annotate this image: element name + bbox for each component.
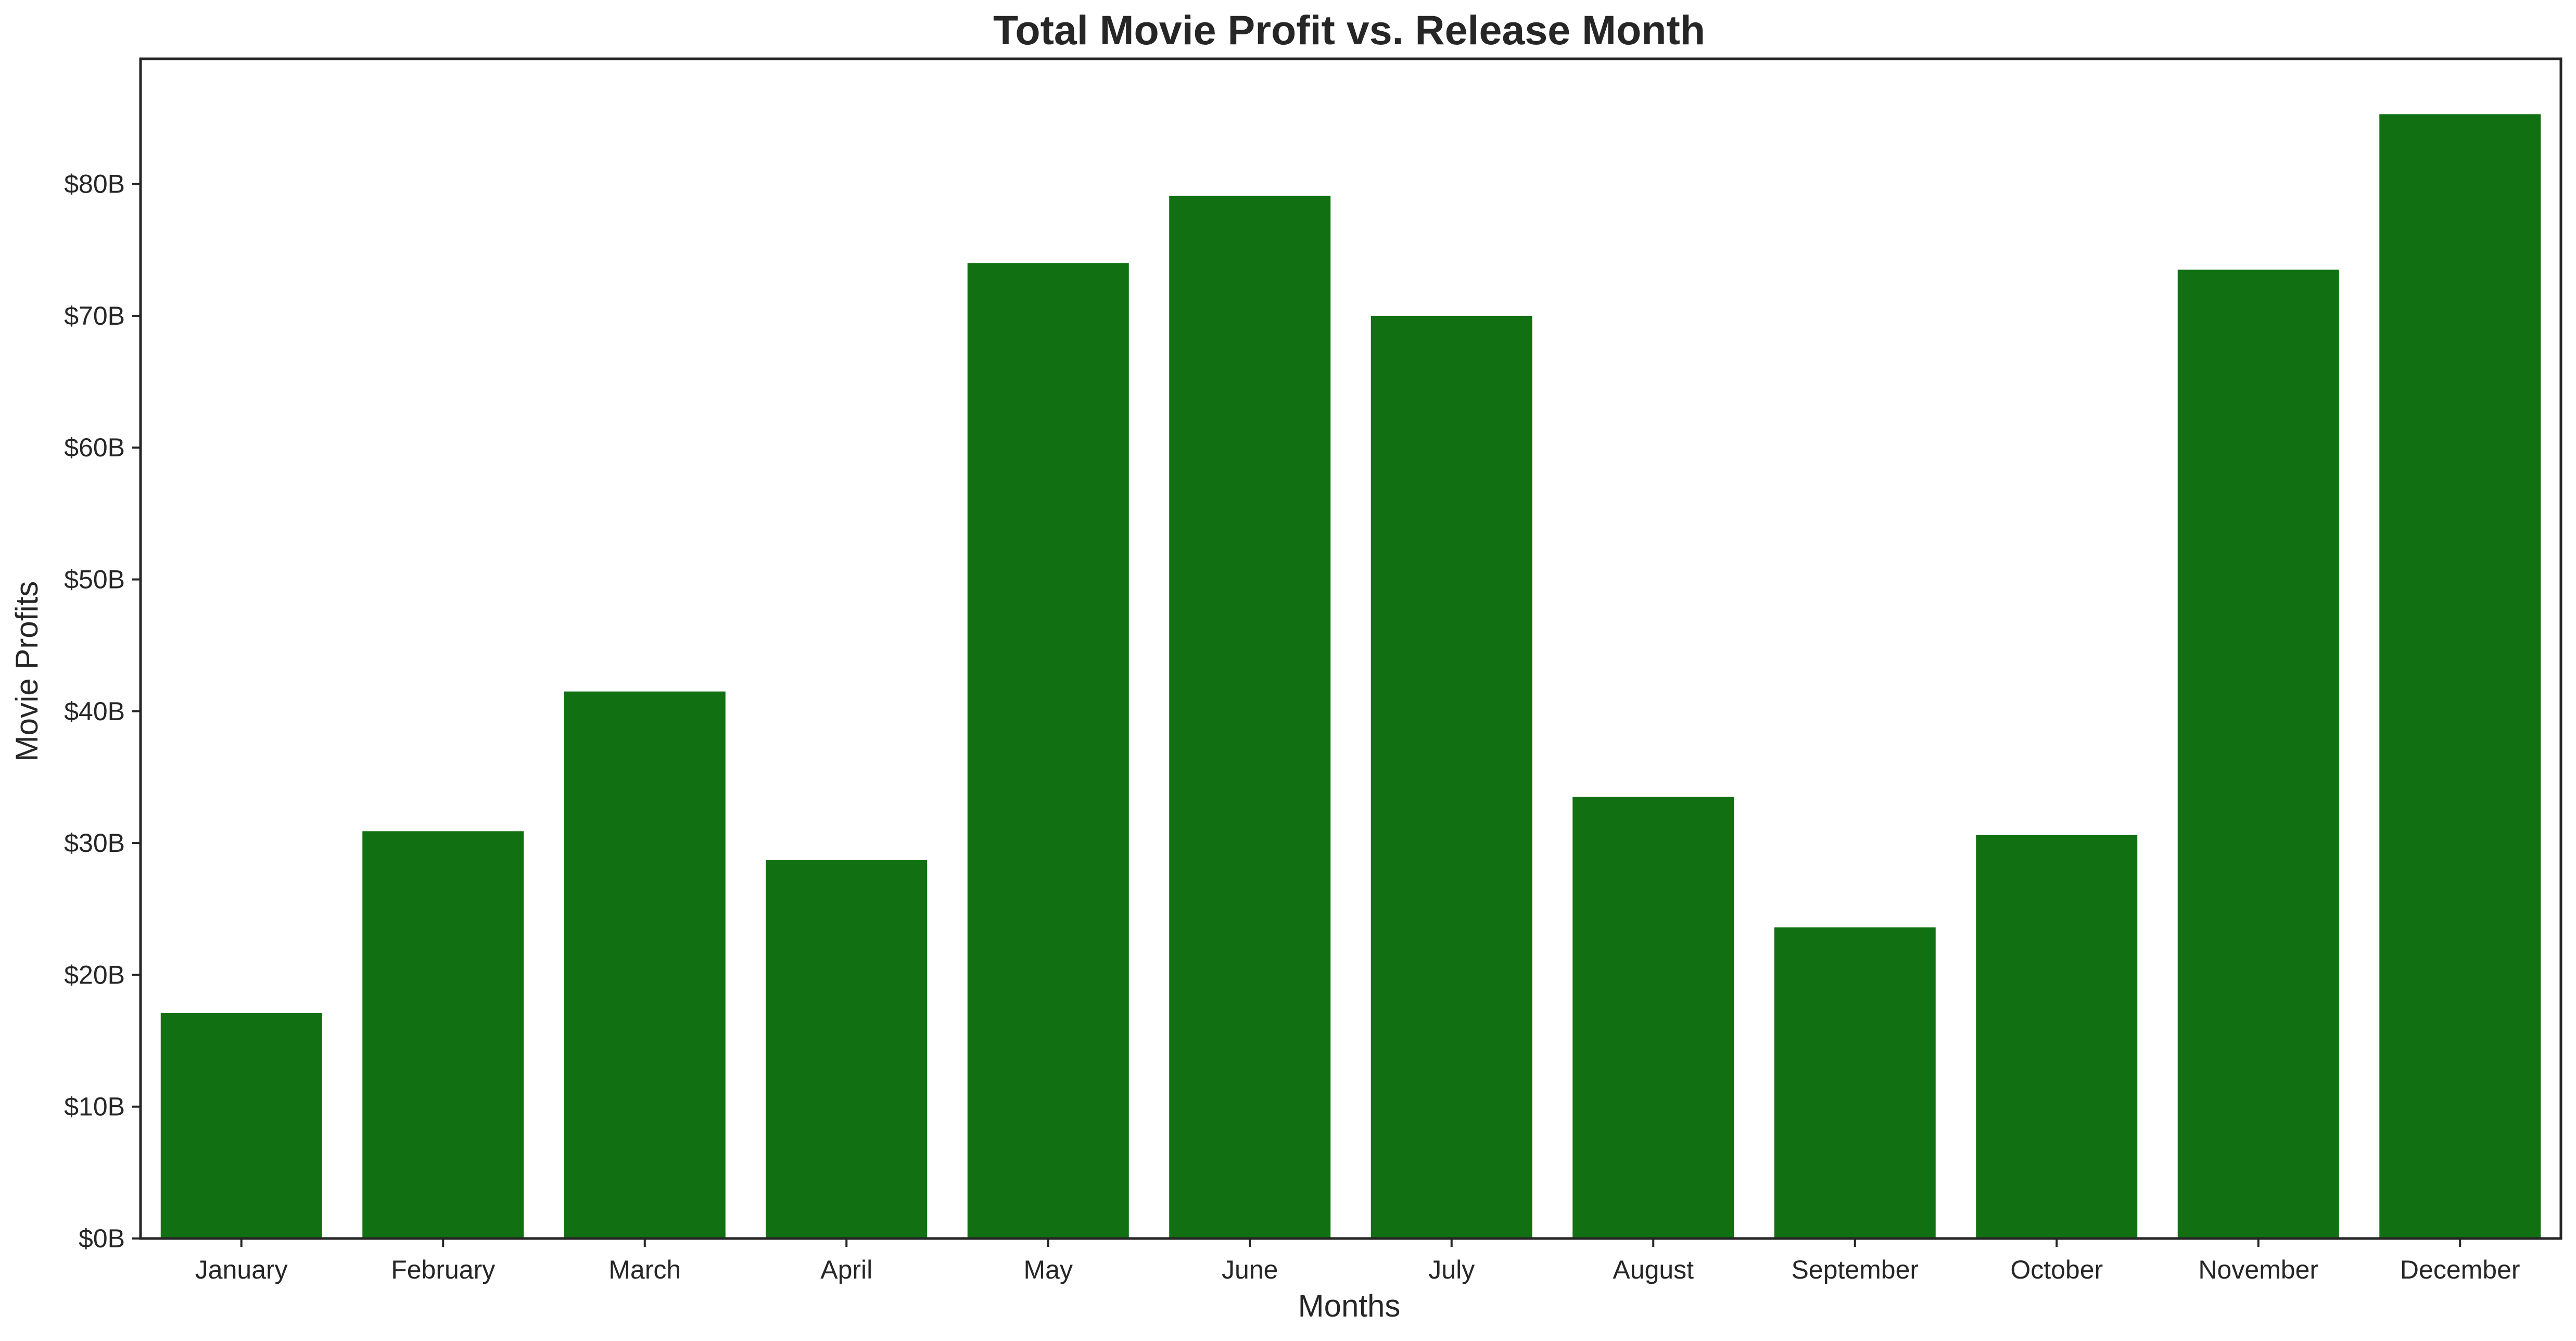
x-tick-label: November <box>2198 1255 2318 1284</box>
x-tick-label: August <box>1613 1255 1694 1284</box>
bar-august <box>1572 797 1734 1238</box>
y-tick-label: $60B <box>64 433 125 462</box>
bar-october <box>1976 835 2138 1238</box>
x-tick-label: December <box>2400 1255 2520 1284</box>
plot-frame <box>139 57 2562 1240</box>
y-tick-label: $70B <box>64 301 125 330</box>
x-tick-label: September <box>1791 1255 1919 1284</box>
y-tick-label: $10B <box>64 1092 125 1121</box>
x-axis: January February March April May June July Augu… <box>195 1238 2520 1284</box>
bars-group <box>160 114 2541 1239</box>
bar-july <box>1371 315 1532 1238</box>
y-tick-label: $50B <box>64 565 125 594</box>
y-tick-label: $80B <box>64 170 125 199</box>
x-tick-label: April <box>820 1255 872 1284</box>
bar-december <box>2379 114 2541 1239</box>
x-tick-label: May <box>1024 1255 1073 1284</box>
x-tick-label: January <box>195 1255 288 1284</box>
y-axis: $0B $10B $20B $30B $40B $50B $60B $70B $80B <box>64 170 141 1253</box>
bar-january <box>160 1013 322 1238</box>
x-tick-label: June <box>1222 1255 1278 1284</box>
bar-september <box>1774 927 1936 1238</box>
bar-may <box>967 263 1129 1239</box>
x-tick-label: July <box>1428 1255 1475 1284</box>
bar-april <box>766 860 928 1238</box>
y-tick-label: $0B <box>79 1224 125 1253</box>
bar-february <box>362 831 524 1238</box>
x-tick-label: February <box>391 1255 495 1284</box>
y-tick-label: $20B <box>64 960 125 989</box>
x-axis-label: Months <box>1298 1288 1401 1323</box>
x-tick-label: October <box>2010 1255 2103 1284</box>
bar-june <box>1169 196 1331 1238</box>
y-tick-label: $30B <box>64 828 125 858</box>
y-axis-label: Movie Profits <box>9 581 44 762</box>
chart-title: Total Movie Profit vs. Release Month <box>993 7 1705 53</box>
y-tick-label: $40B <box>64 697 125 726</box>
x-tick-label: March <box>608 1255 681 1284</box>
bar-november <box>2177 270 2339 1239</box>
bar-march <box>564 691 726 1238</box>
